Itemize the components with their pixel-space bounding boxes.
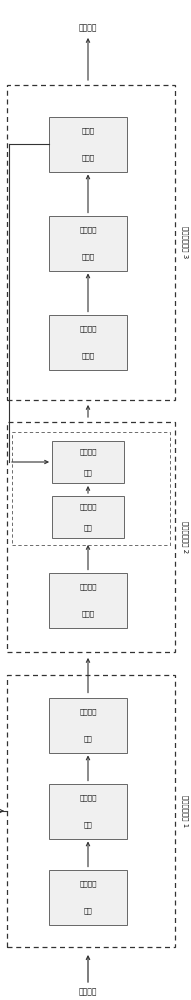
Text: 索引表: 索引表 [81,610,95,617]
Text: 处理: 处理 [84,524,92,531]
Bar [49,698,127,752]
Bar [7,675,175,947]
Bar [49,784,127,838]
Bar [49,216,127,270]
Text: 检波: 检波 [84,907,92,914]
Text: 数据处理单元 1: 数据处理单元 1 [182,795,188,827]
Text: 构建关联: 构建关联 [79,583,97,590]
Text: 输入信号: 输入信号 [79,988,97,996]
Text: 处理: 处理 [84,735,92,742]
Text: 显示处理单元 3: 显示处理单元 3 [182,226,188,259]
Bar [7,85,175,400]
Text: 处理: 处理 [84,469,92,476]
Text: 输出信号: 输出信号 [79,23,97,32]
Text: 参数表: 参数表 [81,253,95,260]
Bar [49,116,127,172]
Text: 概览图: 概览图 [81,352,95,359]
Text: 关联处理单元 2: 关联处理单元 2 [182,521,188,553]
Text: 计算: 计算 [84,821,92,828]
Bar [49,572,127,628]
Text: 脉冲时间: 脉冲时间 [79,325,97,332]
Bar [52,496,124,538]
Bar [52,441,124,483]
Text: 扩展数据: 扩展数据 [79,708,97,715]
Bar [49,314,127,369]
Text: 脉冲时域: 脉冲时域 [79,226,97,233]
Text: 图显示: 图显示 [81,154,95,161]
Text: 时域包络: 时域包络 [79,880,97,887]
Bar [49,869,127,924]
Bar [7,422,175,652]
Text: 显示关联: 显示关联 [79,448,97,455]
Text: 脉冲参数: 脉冲参数 [79,794,97,801]
Bar [12,432,170,545]
Text: 扩展视: 扩展视 [81,127,95,134]
Text: 数据关联: 数据关联 [79,503,97,510]
